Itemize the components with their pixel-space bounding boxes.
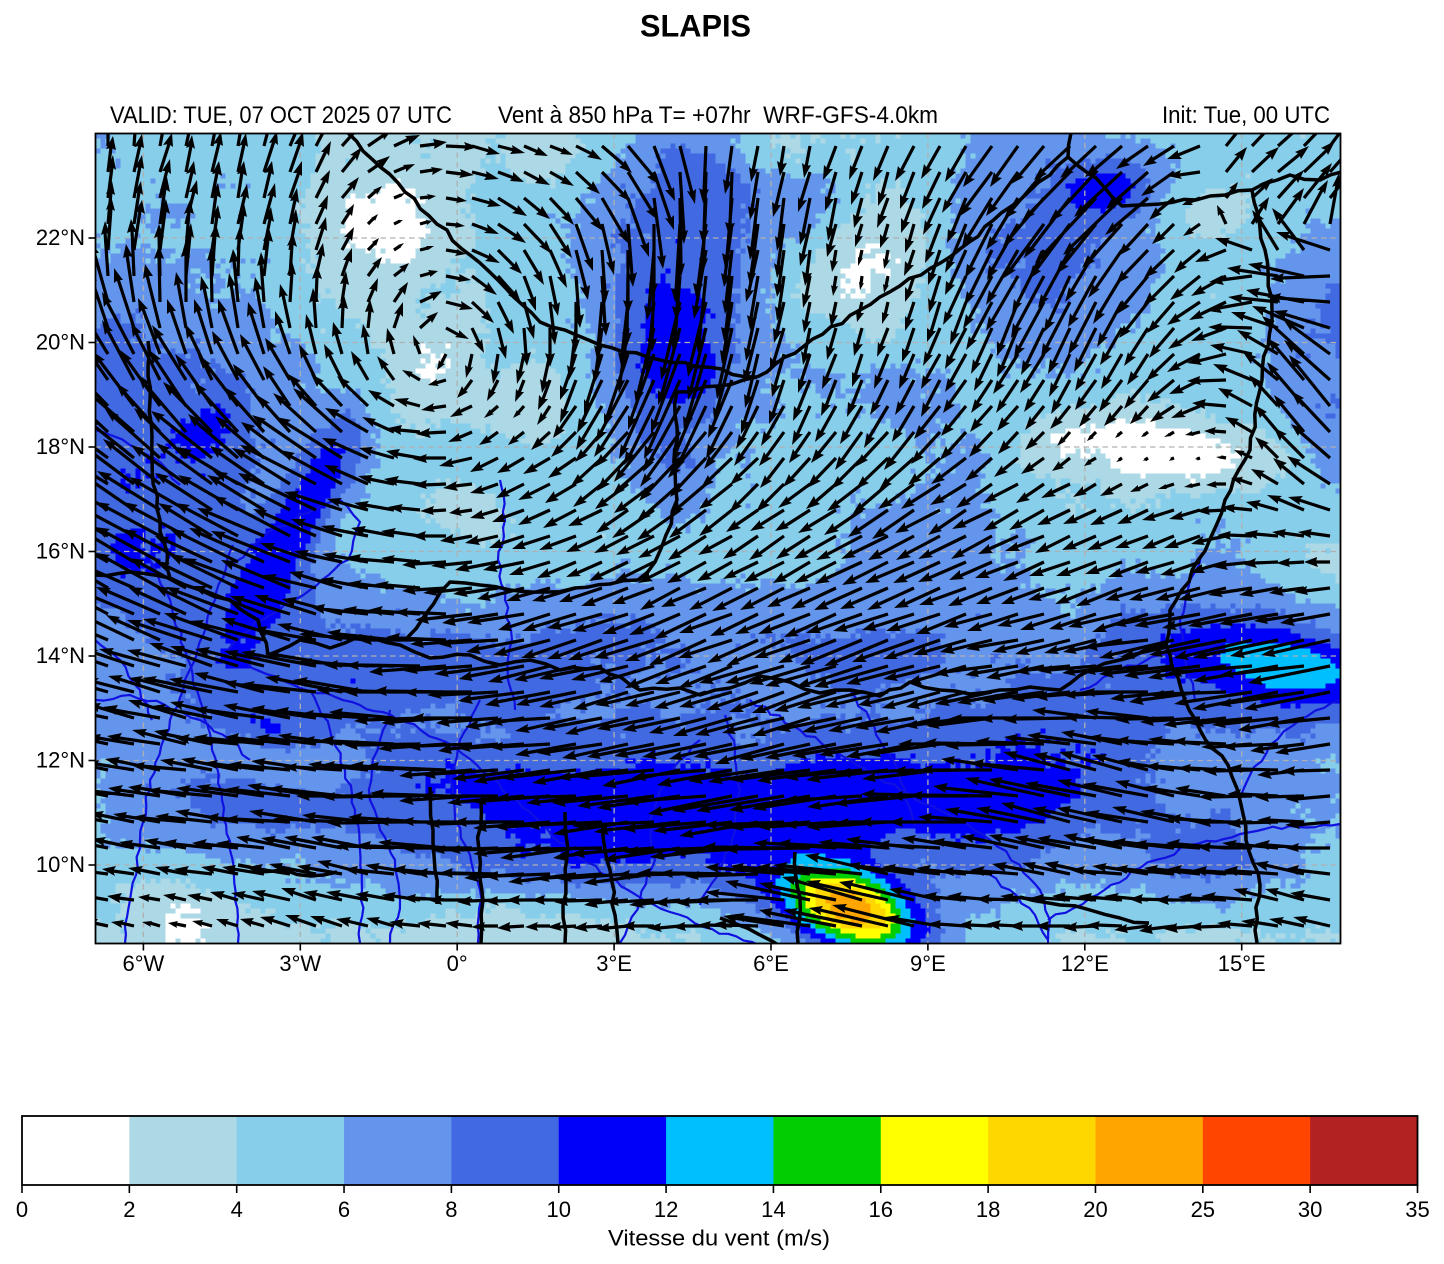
svg-text:0: 0 — [16, 1197, 28, 1222]
svg-text:30: 30 — [1298, 1197, 1322, 1222]
svg-text:Vitesse du vent (m/s): Vitesse du vent (m/s) — [608, 1226, 830, 1251]
svg-text:Init: Tue, 00 UTC: Init: Tue, 00 UTC — [1162, 102, 1330, 129]
svg-text:10: 10 — [546, 1197, 570, 1222]
svg-text:20: 20 — [1083, 1197, 1107, 1222]
svg-text:35: 35 — [1405, 1197, 1429, 1222]
svg-text:3°E: 3°E — [596, 951, 632, 976]
svg-text:12°E: 12°E — [1061, 951, 1109, 976]
svg-text:25: 25 — [1191, 1197, 1215, 1222]
svg-text:15°E: 15°E — [1218, 951, 1266, 976]
svg-text:VALID: TUE, 07 OCT 2025 07 UTC: VALID: TUE, 07 OCT 2025 07 UTC — [110, 102, 452, 129]
svg-text:16°N: 16°N — [36, 539, 85, 564]
svg-text:6°W: 6°W — [122, 951, 164, 976]
svg-text:2: 2 — [123, 1197, 135, 1222]
svg-text:4: 4 — [231, 1197, 243, 1222]
svg-text:8: 8 — [445, 1197, 457, 1222]
svg-text:14: 14 — [761, 1197, 785, 1222]
svg-text:16: 16 — [869, 1197, 893, 1222]
svg-text:0°: 0° — [447, 951, 468, 976]
svg-text:18: 18 — [976, 1197, 1000, 1222]
svg-text:6°E: 6°E — [753, 951, 789, 976]
svg-text:18°N: 18°N — [36, 434, 85, 459]
svg-text:20°N: 20°N — [36, 330, 85, 355]
svg-text:12°N: 12°N — [36, 748, 85, 773]
svg-text:Vent à 850 hPa T= +07hr WRF-G: Vent à 850 hPa T= +07hr WRF-GFS-4.0km — [498, 102, 938, 129]
svg-text:10°N: 10°N — [36, 852, 85, 877]
svg-text:9°E: 9°E — [910, 951, 946, 976]
svg-text:3°W: 3°W — [279, 951, 321, 976]
svg-text:14°N: 14°N — [36, 643, 85, 668]
svg-text:SLAPIS: SLAPIS — [640, 9, 751, 44]
svg-text:12: 12 — [654, 1197, 678, 1222]
svg-text:6: 6 — [338, 1197, 350, 1222]
svg-text:22°N: 22°N — [36, 225, 85, 250]
